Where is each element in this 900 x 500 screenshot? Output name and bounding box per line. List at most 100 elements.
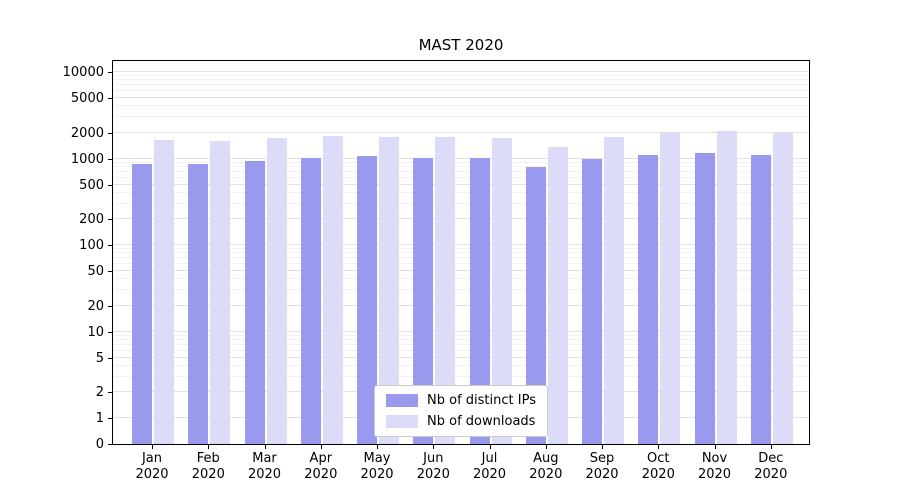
gridline-minor [113, 90, 809, 92]
gridline-minor [113, 334, 809, 336]
x-tick-year: 2020 [416, 467, 450, 482]
x-tick-month: May [363, 451, 391, 466]
x-tick-month: Jan [141, 451, 163, 466]
gridline-major [113, 356, 809, 358]
x-tick-mark [770, 445, 772, 449]
legend: Nb of distinct IPs Nb of downloads [374, 385, 548, 437]
x-tick-label: Aug 2020 [511, 451, 581, 483]
gridline-minor [113, 161, 809, 163]
bar-distinct-ips [582, 158, 602, 444]
gridline-major [113, 270, 809, 271]
x-tick-label: Jun 2020 [398, 451, 468, 483]
gridline-minor [113, 289, 809, 291]
gridline-minor [113, 338, 809, 340]
y-tick-label: 0 [95, 437, 104, 452]
gridline-minor [113, 263, 809, 265]
x-tick-month: Feb [196, 451, 220, 466]
bar-distinct-ips [132, 163, 152, 444]
x-tick-year: 2020 [304, 467, 338, 482]
y-tick-mark [108, 418, 112, 419]
x-tick-label: Feb 2020 [173, 451, 243, 483]
y-tick-mark [108, 158, 112, 160]
x-tick-month: Oct [647, 451, 670, 466]
bar-distinct-ips [244, 160, 265, 444]
bar-downloads [210, 140, 231, 444]
gridline-minor [113, 202, 809, 204]
legend-swatch-distinct-ips [386, 394, 419, 407]
y-tick-label: 2000 [70, 125, 104, 141]
chart-title: MAST 2020 [418, 36, 504, 54]
x-tick-year: 2020 [360, 467, 394, 482]
bar-downloads [660, 132, 681, 444]
gridline-major [113, 330, 809, 332]
bar-downloads [435, 136, 456, 444]
y-tick-mark [108, 392, 112, 393]
gridline-minor [113, 75, 809, 76]
y-tick-mark [108, 444, 112, 445]
x-tick-mark [602, 445, 603, 449]
gridline-major [113, 183, 809, 185]
y-tick-label: 10 [87, 324, 104, 340]
x-tick-label: Dec 2020 [736, 451, 806, 483]
gridline-major [113, 304, 809, 306]
x-tick-mark [489, 445, 491, 449]
gridline-minor [113, 105, 809, 107]
x-tick-year: 2020 [472, 467, 507, 482]
x-tick-month: Apr [309, 451, 333, 466]
bar-downloads [379, 136, 399, 444]
y-tick-label: 500 [79, 177, 104, 193]
x-tick-mark [320, 445, 322, 449]
x-tick-year: 2020 [247, 467, 282, 482]
x-tick-mark [377, 445, 378, 449]
x-tick-mark [658, 445, 660, 449]
x-tick-label: Apr 2020 [286, 451, 356, 483]
legend-label-distinct-ips: Nb of distinct IPs [427, 393, 536, 408]
gridline-minor [113, 170, 809, 172]
y-tick-mark [108, 331, 112, 333]
x-tick-year: 2020 [641, 467, 675, 482]
bar-distinct-ips [300, 158, 321, 444]
x-tick-label: Jul 2020 [455, 451, 525, 483]
gridline-major [113, 131, 809, 133]
gridline-minor [113, 257, 809, 259]
x-tick-month: Dec [758, 451, 784, 466]
gridline-minor [113, 84, 809, 86]
gridline-minor [113, 364, 809, 366]
x-tick-label: Jan 2020 [117, 451, 187, 483]
gridline-minor [113, 252, 809, 254]
legend-item-distinct-ips: Nb of distinct IPs [386, 393, 536, 408]
x-tick-year: 2020 [135, 467, 169, 482]
x-tick-label: Sep 2020 [567, 451, 637, 483]
y-tick-mark [108, 98, 112, 99]
legend-swatch-downloads [386, 415, 419, 428]
y-tick-mark [108, 132, 112, 134]
bar-distinct-ips [469, 158, 490, 444]
bar-downloads [604, 136, 624, 444]
bar-downloads [322, 136, 343, 444]
gridline-minor [113, 375, 809, 377]
y-tick-mark [108, 357, 112, 359]
x-tick-mark [264, 445, 266, 449]
x-tick-month: Jul [481, 451, 498, 466]
legend-label-downloads: Nb of downloads [427, 414, 536, 429]
x-tick-year: 2020 [697, 467, 732, 482]
x-tick-label: May 2020 [342, 451, 412, 483]
x-tick-label: Oct 2020 [623, 451, 693, 483]
x-tick-label: Mar 2020 [230, 451, 300, 483]
bar-distinct-ips [750, 154, 771, 444]
bar-distinct-ips [638, 154, 659, 444]
y-tick-mark [108, 271, 112, 272]
y-tick-mark [108, 184, 112, 186]
gridline-minor [113, 278, 809, 280]
y-tick-label: 100 [79, 238, 104, 253]
gridline-minor [113, 343, 809, 345]
y-tick-label: 2 [95, 385, 104, 400]
gridline-major [113, 157, 809, 159]
y-tick-mark [108, 219, 112, 220]
y-tick-label: 50 [87, 264, 104, 279]
bar-distinct-ips [694, 153, 715, 444]
x-tick-year: 2020 [754, 467, 788, 482]
x-tick-mark [152, 445, 153, 449]
gridline-minor [113, 191, 809, 193]
